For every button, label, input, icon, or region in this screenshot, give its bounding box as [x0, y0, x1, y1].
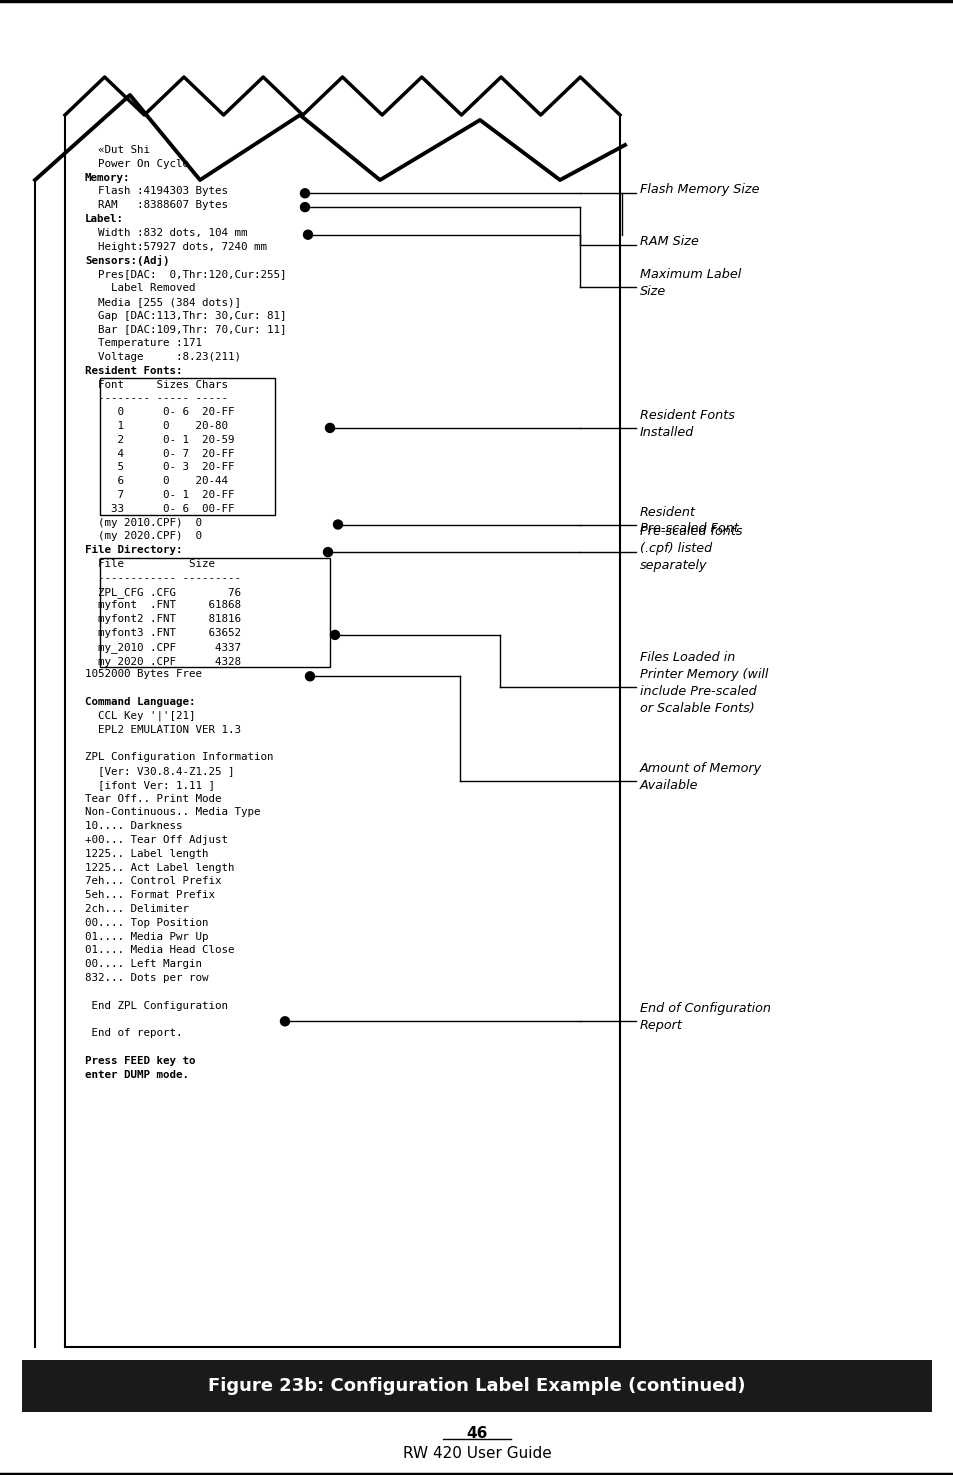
Bar [100, 558, 330, 667]
Text: Non-Continuous.. Media Type: Non-Continuous.. Media Type [85, 807, 260, 817]
Circle shape [300, 189, 309, 198]
Circle shape [300, 202, 309, 211]
Text: ZPL Configuration Information: ZPL Configuration Information [85, 752, 274, 763]
Text: 7      0- 1  20-FF: 7 0- 1 20-FF [85, 490, 234, 500]
Text: 46: 46 [466, 1425, 487, 1441]
Text: 5eh... Format Prefix: 5eh... Format Prefix [85, 891, 214, 900]
Text: 1      0    20-80: 1 0 20-80 [85, 420, 228, 431]
Text: 2      0- 1  20-59: 2 0- 1 20-59 [85, 435, 234, 445]
Text: RAM Size: RAM Size [639, 235, 699, 248]
Text: 7eh... Control Prefix: 7eh... Control Prefix [85, 876, 221, 886]
Text: 1225.. Act Label length: 1225.. Act Label length [85, 863, 234, 873]
Text: 00.... Left Margin: 00.... Left Margin [85, 959, 202, 969]
Text: Files Loaded in
Printer Memory (will
include Pre-scaled
or Scalable Fonts): Files Loaded in Printer Memory (will inc… [639, 650, 767, 715]
Text: 00.... Top Position: 00.... Top Position [85, 917, 209, 928]
Text: End of Configuration
Report: End of Configuration Report [639, 1003, 770, 1032]
Text: ------------ ---------: ------------ --------- [85, 572, 241, 583]
Text: 01.... Media Head Close: 01.... Media Head Close [85, 945, 234, 956]
Text: File Directory:: File Directory: [85, 546, 182, 555]
Text: myfont  .FNT     61868: myfont .FNT 61868 [85, 600, 241, 611]
Text: «Dut Shi: «Dut Shi [85, 145, 150, 155]
Text: End ZPL Configuration: End ZPL Configuration [85, 1000, 228, 1010]
Text: EPL2 EMULATION VER 1.3: EPL2 EMULATION VER 1.3 [85, 724, 241, 735]
Text: Sensors:(Adj): Sensors:(Adj) [85, 255, 170, 267]
Text: Amount of Memory
Available: Amount of Memory Available [639, 763, 761, 792]
Text: [Ver: V30.8.4-Z1.25 ]: [Ver: V30.8.4-Z1.25 ] [85, 766, 234, 776]
Text: 5      0- 3  20-FF: 5 0- 3 20-FF [85, 462, 234, 472]
Text: ZPL_CFG .CFG        76: ZPL_CFG .CFG 76 [85, 587, 241, 597]
Text: Tear Off.. Print Mode: Tear Off.. Print Mode [85, 794, 221, 804]
Bar [22, 1360, 931, 1412]
Circle shape [305, 671, 314, 681]
Text: enter DUMP mode.: enter DUMP mode. [85, 1069, 189, 1080]
Text: Figure 23b: Configuration Label Example (continued): Figure 23b: Configuration Label Example … [208, 1378, 745, 1395]
Text: Pres[DAC:  0,Thr:120,Cur:255]: Pres[DAC: 0,Thr:120,Cur:255] [85, 270, 286, 279]
Text: Resident
Pre-scaled Font: Resident Pre-scaled Font [639, 506, 738, 535]
Text: myfont3 .FNT     63652: myfont3 .FNT 63652 [85, 628, 241, 639]
Text: myfont2 .FNT     81816: myfont2 .FNT 81816 [85, 614, 241, 624]
Text: Flash :4194303 Bytes: Flash :4194303 Bytes [85, 186, 228, 196]
Text: Resident Fonts
Installed: Resident Fonts Installed [639, 409, 734, 440]
Text: RW 420 User Guide: RW 420 User Guide [402, 1446, 551, 1460]
Text: End of report.: End of report. [85, 1028, 182, 1038]
Text: Temperature :171: Temperature :171 [85, 338, 202, 348]
Circle shape [330, 630, 339, 639]
Text: +00... Tear Off Adjust: +00... Tear Off Adjust [85, 835, 228, 845]
Text: 1225.. Label length: 1225.. Label length [85, 848, 209, 858]
Text: Width :832 dots, 104 mm: Width :832 dots, 104 mm [85, 227, 247, 237]
Circle shape [303, 230, 313, 239]
Bar [100, 378, 274, 515]
Text: 2ch... Delimiter: 2ch... Delimiter [85, 904, 189, 914]
Text: (my 2020.CPF)  0: (my 2020.CPF) 0 [85, 531, 202, 541]
Text: Pre-scaled fonts
(.cpf) listed
separately: Pre-scaled fonts (.cpf) listed separatel… [639, 525, 741, 572]
Text: my_2020 .CPF      4328: my_2020 .CPF 4328 [85, 655, 241, 667]
Text: Gap [DAC:113,Thr: 30,Cur: 81]: Gap [DAC:113,Thr: 30,Cur: 81] [85, 311, 286, 320]
Text: Height:57927 dots, 7240 mm: Height:57927 dots, 7240 mm [85, 242, 267, 252]
Text: Resident Fonts:: Resident Fonts: [85, 366, 182, 376]
Text: -------- ----- -----: -------- ----- ----- [85, 394, 228, 403]
Text: RAM   :8388607 Bytes: RAM :8388607 Bytes [85, 201, 228, 211]
Text: Font     Sizes Chars: Font Sizes Chars [85, 379, 228, 389]
Text: [ifont Ver: 1.11 ]: [ifont Ver: 1.11 ] [85, 780, 214, 789]
Text: CCL Key '|'[21]: CCL Key '|'[21] [85, 711, 195, 721]
Text: Flash Memory Size: Flash Memory Size [639, 183, 759, 196]
Text: 1052000 Bytes Free: 1052000 Bytes Free [85, 670, 202, 680]
Text: Press FEED key to: Press FEED key to [85, 1056, 195, 1066]
Text: Voltage     :8.23(211): Voltage :8.23(211) [85, 353, 241, 361]
Text: Media [255 (384 dots)]: Media [255 (384 dots)] [85, 296, 241, 307]
Text: 33      0- 6  00-FF: 33 0- 6 00-FF [85, 504, 234, 513]
Text: Command Language:: Command Language: [85, 698, 195, 707]
Text: 01.... Media Pwr Up: 01.... Media Pwr Up [85, 932, 209, 941]
Circle shape [325, 423, 335, 432]
Text: File          Size: File Size [85, 559, 214, 569]
Text: Bar [DAC:109,Thr: 70,Cur: 11]: Bar [DAC:109,Thr: 70,Cur: 11] [85, 324, 286, 335]
Text: Label Removed: Label Removed [85, 283, 195, 294]
Circle shape [280, 1016, 289, 1025]
Text: 0      0- 6  20-FF: 0 0- 6 20-FF [85, 407, 234, 417]
Text: (my 2010.CPF)  0: (my 2010.CPF) 0 [85, 518, 202, 528]
Circle shape [323, 547, 333, 556]
Text: 832... Dots per row: 832... Dots per row [85, 974, 209, 982]
Text: 6      0    20-44: 6 0 20-44 [85, 476, 228, 487]
Text: Label:: Label: [85, 214, 124, 224]
Text: Power On Cycle: Power On Cycle [85, 159, 189, 168]
Text: 10.... Darkness: 10.... Darkness [85, 822, 182, 832]
Text: 4      0- 7  20-FF: 4 0- 7 20-FF [85, 448, 234, 459]
Text: Maximum Label
Size: Maximum Label Size [639, 267, 740, 298]
Text: my_2010 .CPF      4337: my_2010 .CPF 4337 [85, 642, 241, 653]
Circle shape [334, 521, 342, 530]
Text: Memory:: Memory: [85, 173, 131, 183]
